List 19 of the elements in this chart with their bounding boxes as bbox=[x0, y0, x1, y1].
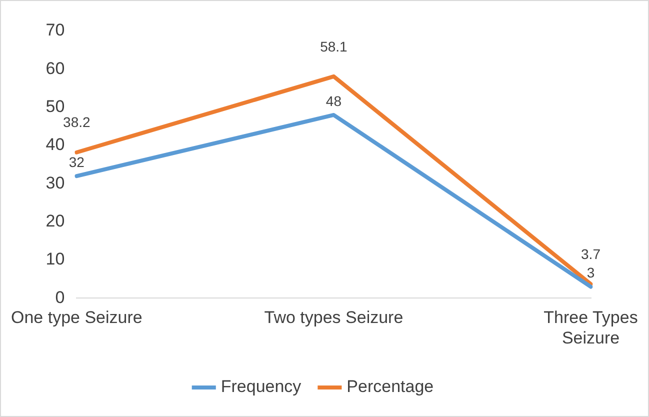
data-label: 3 bbox=[586, 264, 595, 281]
y-tick-label: 50 bbox=[46, 97, 65, 116]
data-label: 3.7 bbox=[581, 246, 601, 262]
data-label: 38.2 bbox=[63, 114, 91, 130]
y-tick-label: 30 bbox=[46, 173, 65, 192]
data-label: 58.1 bbox=[320, 38, 348, 54]
y-tick-label: 60 bbox=[46, 58, 65, 78]
legend-label: Frequency bbox=[220, 377, 302, 396]
data-label: 48 bbox=[326, 92, 342, 109]
data-label: 32 bbox=[68, 154, 85, 170]
y-tick-label: 0 bbox=[55, 288, 65, 307]
x-tick-label: Three Types Seizure bbox=[544, 308, 638, 348]
y-tick-label: 10 bbox=[46, 250, 65, 269]
y-tick-label: 20 bbox=[46, 212, 65, 231]
x-tick-label: One type Seizure bbox=[10, 308, 142, 328]
y-tick-label: 70 bbox=[46, 20, 65, 40]
y-tick-label: 40 bbox=[46, 135, 65, 154]
x-tick-label: Two types Seizure bbox=[264, 308, 404, 328]
legend-label: Percentage bbox=[346, 377, 434, 396]
